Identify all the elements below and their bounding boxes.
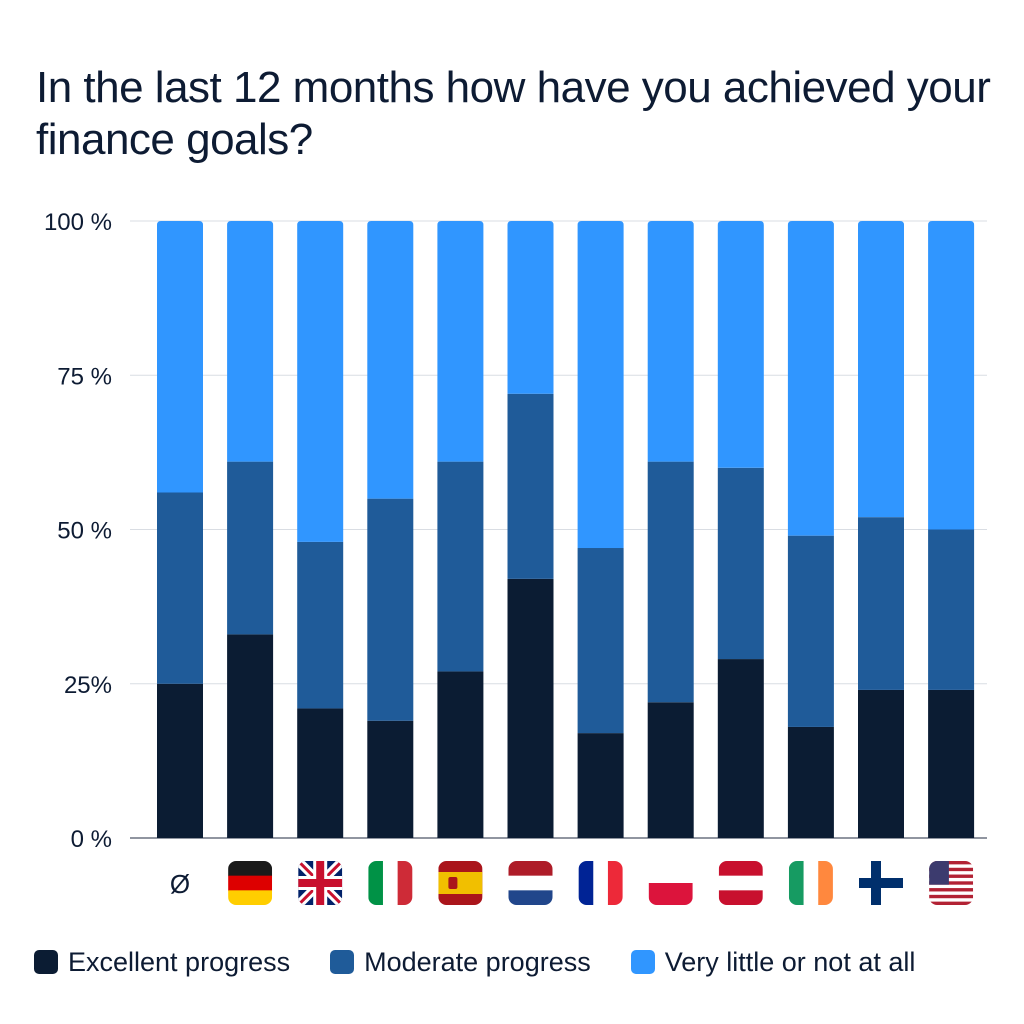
bar-segment-excellent <box>647 702 694 838</box>
bar-segment-little <box>227 221 274 462</box>
bar-segment-excellent <box>928 689 975 838</box>
legend-swatch-excellent <box>34 950 58 974</box>
legend-item-moderate: Moderate progress <box>330 947 591 978</box>
bar-segment-moderate <box>297 541 344 709</box>
bar-segment-excellent <box>437 671 484 838</box>
x-axis-category-labels: Ø <box>170 861 974 905</box>
bar-segment-excellent <box>227 634 274 838</box>
bar-segment-excellent <box>858 689 904 838</box>
bar-segment-excellent <box>367 720 414 838</box>
bar-segment-excellent <box>507 578 554 838</box>
y-tick-label: 75 % <box>57 363 112 390</box>
flag-fi-icon <box>859 861 903 905</box>
bar-segment-moderate <box>437 461 484 672</box>
bar-segment-little <box>437 221 484 462</box>
bar-segment-excellent <box>717 659 764 838</box>
bar-segment-moderate <box>858 517 904 690</box>
y-tick-label: 25% <box>64 672 112 699</box>
y-axis-tick-labels: 0 % 25% 50 % 75 % 100 % <box>44 209 112 853</box>
bar-segment-moderate <box>157 492 203 684</box>
bar-segment-little <box>367 221 414 499</box>
bar-segment-little <box>787 221 834 536</box>
bar-segment-excellent <box>157 683 203 838</box>
bars <box>157 221 975 838</box>
flag-it-icon <box>368 861 413 905</box>
bar-segment-excellent <box>577 733 624 838</box>
legend-swatch-moderate <box>330 950 355 974</box>
bar-segment-excellent <box>787 726 834 838</box>
bar-segment-moderate <box>647 461 694 703</box>
stacked-bar-chart: 0 % 25% 50 % 75 % 100 % Ø <box>44 209 987 905</box>
y-tick-label: 50 % <box>57 518 112 545</box>
bar-segment-moderate <box>717 467 764 660</box>
bar-segment-excellent <box>297 708 344 838</box>
flag-es-icon <box>438 861 483 905</box>
flag-de-icon <box>228 861 273 905</box>
flag-ie-icon <box>788 861 833 905</box>
bar-segment-moderate <box>928 529 975 690</box>
bar-segment-little <box>858 221 904 518</box>
flag-fr-icon <box>578 861 623 905</box>
bar-segment-little <box>507 221 554 394</box>
flag-pl-icon <box>648 861 693 905</box>
flag-gb-icon <box>298 861 343 905</box>
bar-segment-little <box>297 221 344 542</box>
bar-segment-little <box>717 221 764 468</box>
bar-segment-moderate <box>367 498 414 721</box>
flag-nl-icon <box>508 861 553 905</box>
bar-segment-little <box>928 221 975 530</box>
average-label: Ø <box>170 869 190 899</box>
bar-segment-moderate <box>227 461 274 635</box>
chart-title: In the last 12 months how have you achie… <box>36 63 991 164</box>
bar-segment-moderate <box>577 548 624 734</box>
bar-segment-little <box>647 221 694 462</box>
legend-swatch-little <box>630 950 655 974</box>
flag-at-icon <box>718 861 763 905</box>
bar-segment-little <box>577 221 624 549</box>
flag-us-icon <box>929 861 974 905</box>
legend-label-moderate: Moderate progress <box>364 946 591 977</box>
legend: Excellent progress Moderate progress Ver… <box>34 940 994 984</box>
y-tick-label: 100 % <box>44 209 112 236</box>
legend-label-excellent: Excellent progress <box>68 946 291 977</box>
bar-segment-little <box>157 221 203 493</box>
legend-label-little: Very little or not at all <box>664 946 916 977</box>
y-tick-label: 0 % <box>71 826 112 853</box>
bar-segment-moderate <box>787 535 834 727</box>
legend-item-little: Very little or not at all <box>630 946 916 978</box>
bar-segment-moderate <box>507 393 554 579</box>
legend-item-excellent: Excellent progress <box>34 947 290 978</box>
